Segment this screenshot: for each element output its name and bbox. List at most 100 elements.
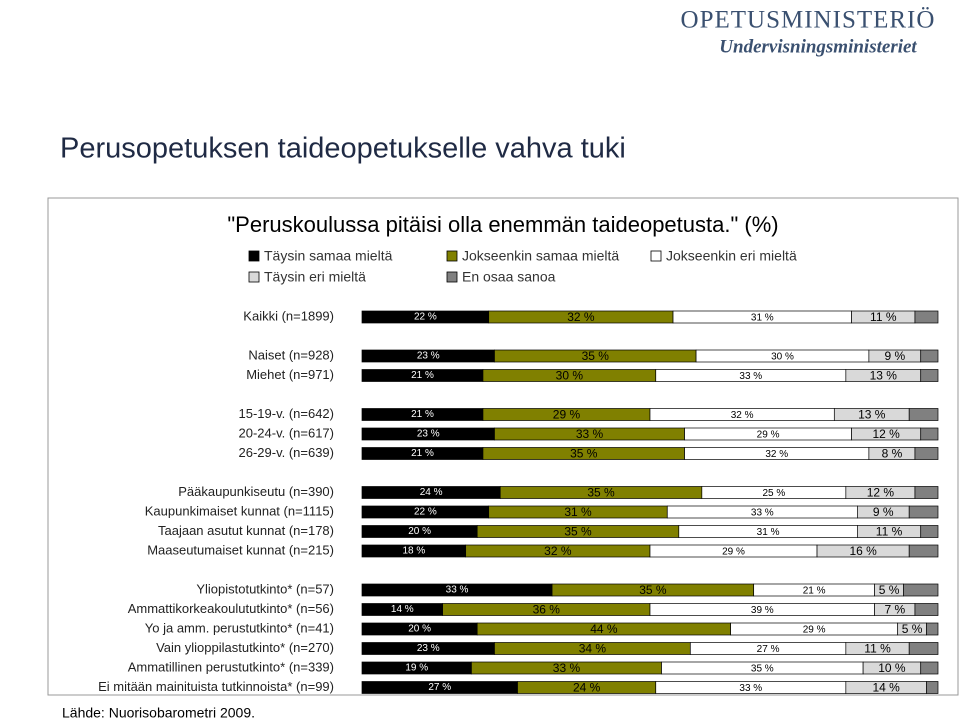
value-label: 33 %	[553, 661, 581, 675]
value-label: 29 %	[757, 430, 780, 441]
category-label: 15-19-v. (n=642)	[238, 406, 334, 421]
category-label: Naiset (n=928)	[248, 347, 334, 362]
value-label: 7 %	[884, 603, 905, 617]
value-label: 32 %	[765, 449, 788, 460]
value-label: 5 %	[902, 622, 923, 636]
bar-segment	[908, 642, 939, 655]
value-label: 21 %	[803, 586, 826, 597]
value-label: 12 %	[872, 427, 900, 441]
legend-label: Jokseenkin samaa mieltä	[462, 248, 619, 264]
value-label: 14 %	[391, 604, 414, 615]
value-label: 33 %	[739, 683, 762, 694]
value-label: 11 %	[870, 310, 897, 324]
category-label: Maaseutumaiset kunnat (n=215)	[147, 542, 334, 557]
category-label: Pääkaupunkiseutu (n=390)	[178, 484, 334, 499]
bar-segment	[914, 447, 939, 460]
value-label: 21 %	[411, 448, 434, 459]
value-label: 31 %	[757, 527, 780, 538]
bar-segment	[920, 369, 939, 382]
category-label: Yo ja amm. perustutkinto* (n=41)	[145, 620, 334, 635]
value-label: 35 %	[582, 349, 610, 363]
value-label: 31 %	[751, 313, 774, 324]
value-label: 30 %	[771, 352, 794, 363]
legend-label: En osaa sanoa	[462, 269, 556, 285]
value-label: 16 %	[849, 544, 877, 558]
value-label: 9 %	[873, 505, 894, 519]
value-label: 19 %	[405, 663, 428, 674]
category-label: Vain ylioppilastutkinto* (n=270)	[156, 640, 334, 655]
value-label: 21 %	[411, 370, 434, 381]
legend-swatch	[650, 250, 662, 262]
logo-title: OPETUSMINISTERIÖ	[681, 7, 936, 34]
value-label: 35 %	[639, 583, 667, 597]
value-label: 22 %	[414, 312, 437, 323]
bar-segment	[908, 544, 939, 558]
legend-label: Täysin eri mieltä	[264, 269, 366, 285]
legend-label: Täysin samaa mieltä	[264, 248, 393, 264]
value-label: 44 %	[590, 622, 618, 636]
value-label: 24 %	[420, 487, 443, 498]
bar-segment	[908, 505, 939, 519]
bar-segment	[926, 681, 939, 694]
category-label: Miehet (n=971)	[246, 367, 334, 382]
source: Lähde: Nuorisobarometri 2009.	[62, 705, 255, 721]
bar-segment	[920, 427, 939, 441]
value-label: 29 %	[553, 408, 581, 422]
category-label: Kaupunkimaiset kunnat (n=1115)	[145, 503, 334, 518]
bar-segment	[914, 603, 939, 616]
value-label: 34 %	[579, 642, 607, 656]
value-label: 30 %	[556, 369, 584, 383]
value-label: 25 %	[762, 488, 785, 499]
bar-segment	[914, 486, 939, 499]
value-label: 27 %	[428, 682, 451, 693]
bar-segment	[920, 349, 939, 363]
category-label: 20-24-v. (n=617)	[238, 425, 334, 440]
value-label: 20 %	[408, 624, 431, 635]
value-label: 33 %	[751, 508, 774, 519]
value-label: 11 %	[876, 525, 903, 539]
bar-segment	[920, 661, 939, 675]
value-label: 33 %	[576, 427, 604, 441]
value-label: 22 %	[414, 507, 437, 518]
value-label: 9 %	[884, 349, 905, 363]
value-label: 10 %	[878, 661, 906, 675]
value-label: 36 %	[533, 603, 561, 617]
value-label: 31 %	[564, 505, 592, 519]
category-label: 26-29-v. (n=639)	[238, 445, 334, 460]
value-label: 12 %	[867, 486, 895, 500]
slide-title: Perusopetuksen taideopetukselle vahva tu…	[60, 133, 626, 165]
category-label: Ammattikorkeakoulututkinto* (n=56)	[128, 601, 334, 616]
legend-swatch	[248, 271, 260, 283]
category-label: Ei mitään mainituista tutkinnoista* (n=9…	[98, 679, 334, 694]
value-label: 14 %	[872, 681, 900, 695]
chart-title: "Peruskoulussa pitäisi olla enemmän taid…	[227, 212, 778, 237]
value-label: 11 %	[864, 642, 891, 656]
value-label: 39 %	[751, 605, 774, 616]
bar-segment	[908, 408, 939, 421]
value-label: 23 %	[417, 429, 440, 440]
value-label: 21 %	[411, 409, 434, 420]
logo-subtitle: Undervisningsministeriet	[719, 36, 917, 57]
value-label: 32 %	[544, 544, 572, 558]
value-label: 32 %	[731, 410, 754, 421]
value-label: 35 %	[570, 447, 598, 461]
value-label: 35 %	[751, 664, 774, 675]
value-label: 13 %	[870, 369, 898, 383]
category-label: Ammatillinen perustutkinto* (n=339)	[128, 659, 334, 674]
value-label: 23 %	[417, 643, 440, 654]
value-label: 5 %	[879, 583, 900, 597]
bar-segment	[903, 583, 939, 597]
value-label: 20 %	[408, 526, 431, 537]
value-label: 33 %	[446, 585, 469, 596]
bar-segment	[914, 310, 939, 324]
bar-segment	[926, 622, 939, 636]
legend-swatch	[446, 271, 458, 283]
value-label: 35 %	[587, 486, 615, 500]
value-label: 33 %	[739, 371, 762, 382]
category-label: Taajaan asutut kunnat (n=178)	[158, 523, 334, 538]
legend-swatch	[446, 250, 458, 262]
value-label: 35 %	[564, 525, 592, 539]
value-label: 27 %	[757, 644, 780, 655]
